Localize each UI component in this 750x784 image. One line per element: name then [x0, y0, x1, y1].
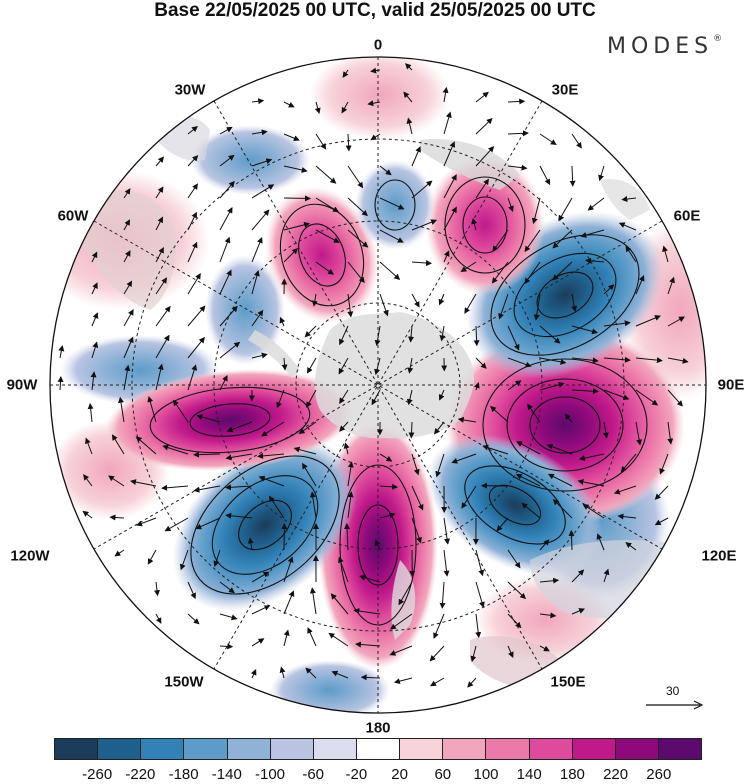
lon-label-90w: 90W — [7, 377, 38, 394]
colorbar-swatch — [55, 739, 98, 759]
colorbar-swatch — [141, 739, 184, 759]
lon-label-60w: 60W — [58, 208, 89, 225]
colorbar-tick-label: -260 — [82, 766, 112, 783]
colorbar-tick-label: -60 — [302, 766, 324, 783]
colorbar-swatch — [616, 739, 659, 759]
lon-label-180: 180 — [365, 720, 390, 737]
colorbar-swatch — [314, 739, 357, 759]
lon-label-150e: 150E — [550, 674, 585, 691]
lon-label-30w: 30W — [175, 82, 206, 99]
lon-label-60e: 60E — [674, 208, 701, 225]
colorbar — [54, 738, 702, 760]
colorbar-swatch — [486, 739, 529, 759]
lon-label-30e: 30E — [552, 82, 579, 99]
colorbar-tick-label: -180 — [169, 766, 199, 783]
colorbar-swatch — [228, 739, 271, 759]
colorbar-tick-label: 140 — [517, 766, 542, 783]
lon-label-0: 0 — [374, 37, 382, 54]
colorbar-swatch — [530, 739, 573, 759]
colorbar-tick-label: -140 — [212, 766, 242, 783]
colorbar-tick-label: -20 — [346, 766, 368, 783]
colorbar-tick-label: 220 — [603, 766, 628, 783]
wind-vector — [284, 198, 310, 199]
reference-vector-arrow — [644, 682, 704, 712]
wind-vector — [220, 646, 232, 647]
colorbar-swatch — [98, 739, 141, 759]
colorbar-tick-label: -220 — [125, 766, 155, 783]
field-layer — [30, 50, 740, 730]
wind-vector — [411, 422, 412, 438]
colorbar-tick-label: 100 — [473, 766, 498, 783]
colorbar-swatch — [573, 739, 616, 759]
colorbar-swatch — [400, 739, 443, 759]
colorbar-swatch — [184, 739, 227, 759]
colorbar-tick-label: 180 — [560, 766, 585, 783]
colorbar-tick-label: 260 — [646, 766, 671, 783]
colorbar-swatch — [357, 739, 400, 759]
lon-label-120w: 120W — [10, 548, 49, 565]
colorbar-swatch — [443, 739, 486, 759]
colorbar-tick-label: 60 — [434, 766, 451, 783]
wind-vector — [571, 531, 572, 550]
colorbar-tick-label: -100 — [255, 766, 285, 783]
lon-label-120e: 120E — [701, 548, 736, 565]
lon-label-150w: 150W — [164, 674, 203, 691]
lon-label-90e: 90E — [718, 377, 745, 394]
colorbar-swatch — [271, 739, 314, 759]
colorbar-ticks: -260 -220 -180 -140 -100 -60 -20 20 60 100 140 180 2… — [0, 766, 750, 784]
polar-map — [0, 0, 750, 735]
colorbar-swatch — [659, 739, 701, 759]
colorbar-tick-label: 20 — [391, 766, 408, 783]
wind-vector — [194, 454, 220, 455]
